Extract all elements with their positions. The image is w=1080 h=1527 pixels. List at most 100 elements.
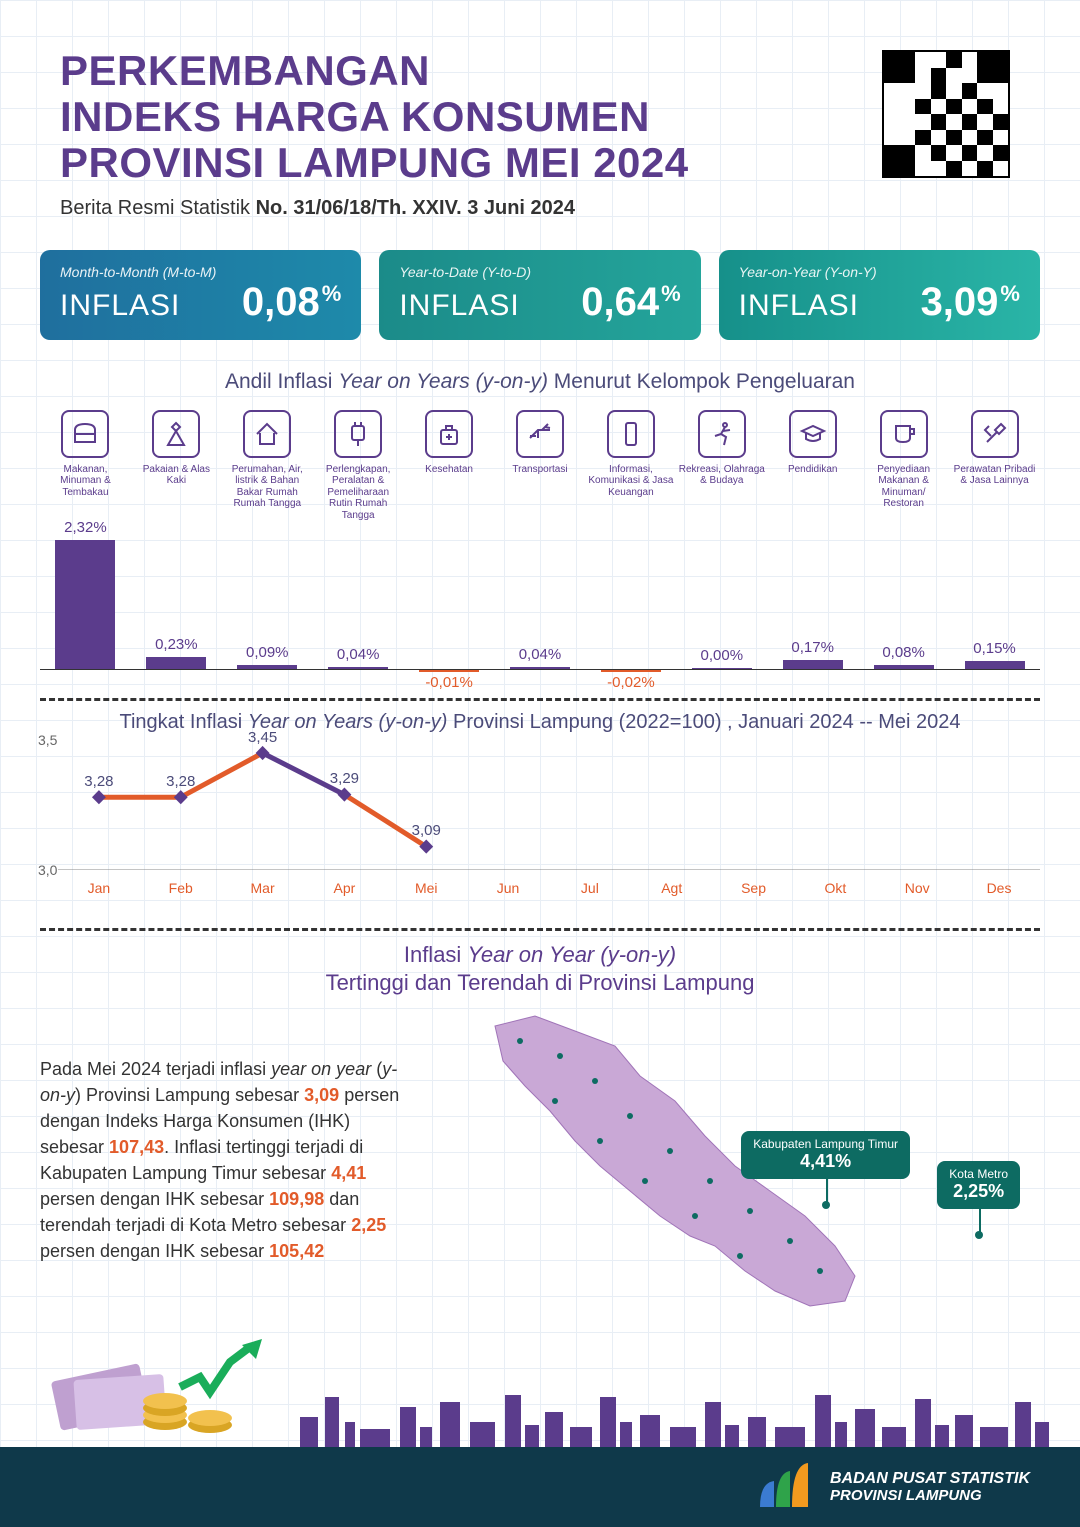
- bar-category-label: Kesehatan: [423, 464, 475, 512]
- bar-chart: Makanan, Minuman & Tembakau2,32%Pakaian …: [40, 410, 1040, 670]
- metric-cards: Month-to-Month (M-to-M) INFLASI 0,08% Ye…: [0, 240, 1080, 360]
- bar-area: 0,04%: [313, 512, 404, 670]
- bar-column: Informasi, Komunikasi & Jasa Keuangan-0,…: [585, 410, 676, 670]
- y-tick-low: 3,0: [38, 862, 57, 878]
- bar-category-label: Rekreasi, Olahraga & Budaya: [676, 464, 767, 512]
- map-section: Inflasi Year on Year (y-on-y) Tertinggi …: [40, 941, 1040, 1361]
- bar-value-label: 0,08%: [882, 644, 925, 661]
- line-point-label: 3,29: [330, 770, 359, 787]
- bar-rect: [55, 540, 115, 670]
- line-chart-title: Tingkat Inflasi Year on Years (y-on-y) P…: [30, 711, 1050, 734]
- metric-word: INFLASI: [60, 289, 180, 323]
- line-point-label: 3,09: [412, 822, 441, 839]
- bar-area: 0,17%: [767, 512, 858, 670]
- bar-column: Makanan, Minuman & Tembakau2,32%: [40, 410, 131, 670]
- infographic-page: PERKEMBANGAN INDEKS HARGA KONSUMEN PROVI…: [0, 0, 1080, 1527]
- bar-column: Perlengkapan, Peralatan & Pemeliharaan R…: [313, 410, 404, 670]
- bar-value-label: -0,02%: [607, 674, 655, 691]
- line-chart-section: Tingkat Inflasi Year on Years (y-on-y) P…: [30, 711, 1050, 900]
- bar-rect: [419, 670, 479, 672]
- subtitle-pre: Berita Resmi Statistik: [60, 197, 256, 219]
- month-label: Mei: [385, 880, 467, 896]
- badge-kota-metro: Kota Metro 2,25%: [937, 1161, 1020, 1209]
- bar-category-label: Perumahan, Air, listrik & Bahan Bakar Ru…: [222, 464, 313, 512]
- divider-1: [40, 698, 1040, 701]
- bar-column: Pendidikan 0,17%: [767, 410, 858, 670]
- food-icon: [61, 410, 109, 458]
- bar-category-label: Perawatan Pribadi & Jasa Lainnya: [949, 464, 1040, 512]
- badge-value: 4,41%: [800, 1151, 851, 1171]
- map-title: Inflasi Year on Year (y-on-y) Tertinggi …: [40, 941, 1040, 998]
- month-label: Feb: [140, 880, 222, 896]
- metric-value: 3,09%: [921, 280, 1020, 325]
- qr-code-icon: [882, 50, 1010, 178]
- bar-area: 0,23%: [131, 512, 222, 670]
- grad-icon: [789, 410, 837, 458]
- header: PERKEMBANGAN INDEKS HARGA KONSUMEN PROVI…: [0, 0, 1080, 240]
- footer-text: BADAN PUSAT STATISTIK PROVINSI LAMPUNG: [830, 1470, 1030, 1505]
- metric-word: INFLASI: [739, 289, 859, 323]
- divider-2: [40, 928, 1040, 931]
- bar-category-label: Pakaian & Alas Kaki: [131, 464, 222, 512]
- bar-area: -0,01%: [404, 512, 495, 670]
- bar-value-label: 0,04%: [519, 646, 562, 663]
- bar-area: -0,02%: [585, 512, 676, 670]
- month-label: Jan: [58, 880, 140, 896]
- month-label: Okt: [794, 880, 876, 896]
- health-icon: [425, 410, 473, 458]
- bar-category-label: Informasi, Komunikasi & Jasa Keuangan: [585, 464, 676, 512]
- plug-icon: [334, 410, 382, 458]
- badge-value: 2,25%: [953, 1181, 1004, 1201]
- metric-label: Month-to-Month (M-to-M): [60, 264, 341, 280]
- bar-category-label: Transportasi: [510, 464, 569, 512]
- bar-area: 0,04%: [495, 512, 586, 670]
- bar-baseline: [40, 669, 1040, 670]
- bar-value-label: 0,04%: [337, 646, 380, 663]
- map-body: Pada Mei 2024 terjadi inflasi year on ye…: [40, 1006, 1040, 1326]
- line-point-label: 3,28: [166, 773, 195, 790]
- bar-column: Kesehatan-0,01%: [404, 410, 495, 670]
- metric-mtom: Month-to-Month (M-to-M) INFLASI 0,08%: [40, 250, 361, 340]
- line-point-label: 3,45: [248, 729, 277, 746]
- bar-column: Perumahan, Air, listrik & Bahan Bakar Ru…: [222, 410, 313, 670]
- bar-category-label: Penyediaan Makanan & Minuman/ Restoran: [858, 464, 949, 512]
- map-paragraph: Pada Mei 2024 terjadi inflasi year on ye…: [40, 1006, 400, 1326]
- bar-value-label: -0,01%: [425, 674, 473, 691]
- month-label: Apr: [303, 880, 385, 896]
- bar-value-label: 0,17%: [791, 639, 834, 656]
- run-icon: [698, 410, 746, 458]
- title-line-2: INDEKS HARGA KONSUMEN: [60, 94, 1020, 140]
- bar-area: 0,08%: [858, 512, 949, 670]
- line-chart: 3,5 3,0 JanFebMarAprMeiJunJulAgtSepOktNo…: [58, 740, 1040, 900]
- metric-label: Year-to-Date (Y-to-D): [399, 264, 680, 280]
- metric-value: 0,08%: [242, 280, 341, 325]
- month-label: Jul: [549, 880, 631, 896]
- house-icon: [243, 410, 291, 458]
- bps-logo-icon: [754, 1463, 814, 1511]
- badge-lampung-timur: Kabupaten Lampung Timur 4,41%: [741, 1131, 910, 1179]
- bar-area: 2,32%: [40, 512, 131, 670]
- line-svg: [58, 740, 1040, 870]
- bar-value-label: 2,32%: [64, 519, 107, 536]
- bar-rect: [601, 670, 661, 672]
- transport-icon: [516, 410, 564, 458]
- metric-word: INFLASI: [399, 289, 519, 323]
- bar-value-label: 0,15%: [973, 640, 1016, 657]
- bar-value-label: 0,00%: [701, 647, 744, 664]
- bar-value-label: 0,23%: [155, 636, 198, 653]
- month-label: Nov: [876, 880, 958, 896]
- title-block: PERKEMBANGAN INDEKS HARGA KONSUMEN PROVI…: [60, 48, 1020, 220]
- skyline-icon: [0, 1367, 1080, 1447]
- map-graphic: Kabupaten Lampung Timur 4,41% Kota Metro…: [410, 1006, 1040, 1326]
- month-label: Sep: [713, 880, 795, 896]
- bar-area: 0,09%: [222, 512, 313, 670]
- bar-column: Rekreasi, Olahraga & Budaya 0,00%: [676, 410, 767, 670]
- title-line-3: PROVINSI LAMPUNG MEI 2024: [60, 140, 1020, 186]
- bar-category-label: Pendidikan: [786, 464, 839, 512]
- footer: BADAN PUSAT STATISTIK PROVINSI LAMPUNG: [0, 1447, 1080, 1527]
- bar-area: 0,15%: [949, 512, 1040, 670]
- month-label: Jun: [467, 880, 549, 896]
- metric-ytod: Year-to-Date (Y-to-D) INFLASI 0,64%: [379, 250, 700, 340]
- bar-column: Perawatan Pribadi & Jasa Lainnya 0,15%: [949, 410, 1040, 670]
- cup-icon: [880, 410, 928, 458]
